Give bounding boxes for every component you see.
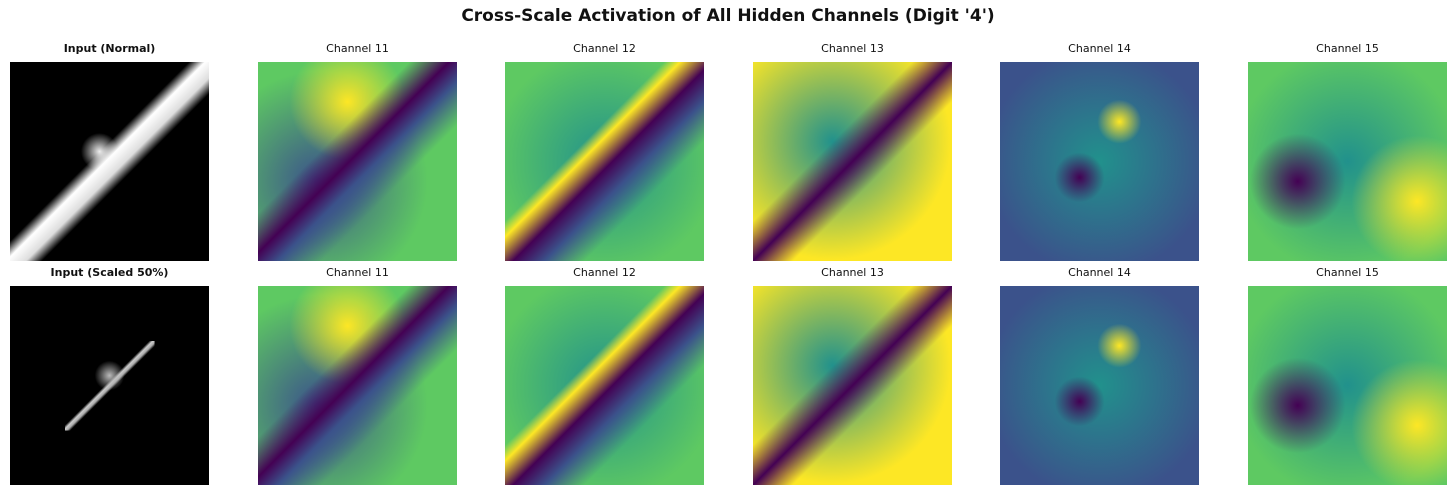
input-image xyxy=(10,62,209,261)
panel-title: Channel 11 xyxy=(326,42,389,55)
panel-title: Channel 13 xyxy=(821,42,884,55)
panel-title: Channel 15 xyxy=(1316,266,1379,279)
figure-title: Cross-Scale Activation of All Hidden Cha… xyxy=(461,6,995,26)
input-image xyxy=(10,286,209,485)
activation-map xyxy=(1000,286,1199,485)
panel-title: Channel 14 xyxy=(1068,266,1131,279)
panel-title: Channel 12 xyxy=(573,266,636,279)
activation-map xyxy=(258,286,457,485)
activation-map xyxy=(1248,62,1447,261)
panel-title: Channel 11 xyxy=(326,266,389,279)
activation-map xyxy=(1248,286,1447,485)
panel-title: Input (Normal) xyxy=(63,42,156,55)
activation-map xyxy=(505,286,704,485)
activation-map xyxy=(753,286,952,485)
panel-title: Channel 12 xyxy=(573,42,636,55)
activation-map xyxy=(258,62,457,261)
panel-title: Channel 15 xyxy=(1316,42,1379,55)
panel-title: Channel 14 xyxy=(1068,42,1131,55)
panel-title: Input (Scaled 50%) xyxy=(50,266,169,279)
panel-title: Channel 13 xyxy=(821,266,884,279)
activation-map xyxy=(753,62,952,261)
activation-map xyxy=(1000,62,1199,261)
activation-map xyxy=(505,62,704,261)
